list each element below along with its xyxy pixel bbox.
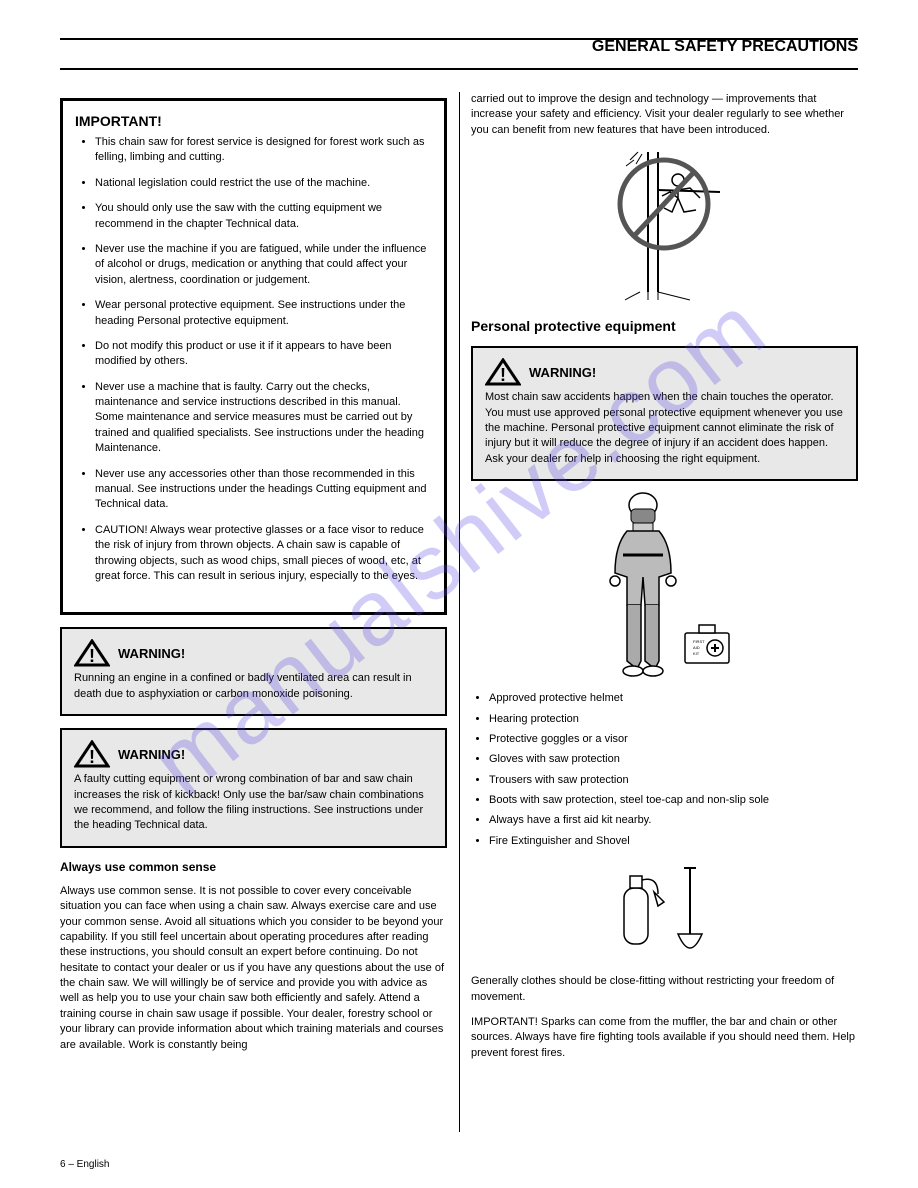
ppe-list: Approved protective helmet Hearing prote… — [471, 691, 858, 849]
list-item: Do not modify this product or use it if … — [95, 339, 432, 370]
warning-text: Running an engine in a confined or badly… — [74, 671, 433, 702]
list-item: CAUTION! Always wear protective glasses … — [95, 523, 432, 585]
ppe-heading: Personal protective equipment — [471, 318, 858, 334]
ppe-important-note: IMPORTANT! Sparks can come from the muff… — [471, 1015, 858, 1061]
page-number: 6 – English — [60, 1159, 109, 1170]
list-item: This chain saw for forest service is des… — [95, 135, 432, 166]
important-heading: IMPORTANT! — [75, 113, 432, 129]
left-column: IMPORTANT! This chain saw for forest ser… — [60, 92, 459, 1132]
list-item: Never use the machine if you are fatigue… — [95, 242, 432, 288]
svg-text:KIT: KIT — [693, 651, 700, 656]
list-item: Gloves with saw protection — [489, 752, 858, 767]
list-item: Never use any accessories other than tho… — [95, 467, 432, 513]
svg-text:!: ! — [89, 747, 95, 767]
warning-label: WARNING! — [118, 747, 185, 762]
warning-triangle-icon: ! — [485, 358, 521, 386]
extinguisher-shovel-icon — [600, 854, 730, 964]
list-item: Protective goggles or a visor — [489, 732, 858, 747]
list-item: Always have a first aid kit nearby. — [489, 813, 858, 828]
header-bottom-rule — [60, 68, 858, 70]
important-list: This chain saw for forest service is des… — [75, 135, 432, 584]
list-item: Boots with saw protection, steel toe-cap… — [489, 793, 858, 808]
warning-text: Most chain saw accidents happen when the… — [485, 390, 844, 467]
common-sense-heading: Always use common sense — [60, 860, 447, 874]
warning-triangle-icon: ! — [74, 639, 110, 667]
warning-box-ppe: ! WARNING! Most chain saw accidents happ… — [471, 346, 858, 481]
list-item: Hearing protection — [489, 712, 858, 727]
svg-text:FIRST: FIRST — [693, 639, 705, 644]
header-top-rule — [60, 38, 858, 40]
right-column: carried out to improve the design and te… — [459, 92, 858, 1132]
columns: IMPORTANT! This chain saw for forest ser… — [60, 92, 858, 1132]
svg-text:AID: AID — [693, 645, 700, 650]
ppe-tail: Generally clothes should be close-fittin… — [471, 974, 858, 1005]
list-item: National legislation could restrict the … — [95, 176, 432, 191]
list-item: Trousers with saw protection — [489, 773, 858, 788]
list-item: Approved protective helmet — [489, 691, 858, 706]
warning-triangle-icon: ! — [74, 740, 110, 768]
warning-label: WARNING! — [529, 365, 596, 380]
important-box: IMPORTANT! This chain saw for forest ser… — [60, 98, 447, 615]
warning-label: WARNING! — [118, 646, 185, 661]
svg-text:!: ! — [500, 365, 506, 385]
list-item: Wear personal protective equipment. See … — [95, 298, 432, 329]
no-tree-climbing-icon — [600, 142, 730, 302]
warning-box-confined: ! WARNING! Running an engine in a confin… — [60, 627, 447, 716]
header: GENERAL SAFETY PRECAUTIONS — [60, 38, 858, 72]
list-item: You should only use the saw with the cut… — [95, 201, 432, 232]
page: GENERAL SAFETY PRECAUTIONS IMPORTANT! Th… — [0, 0, 918, 1188]
list-item: Never use a machine that is faulty. Carr… — [95, 380, 432, 457]
warning-text: A faulty cutting equipment or wrong comb… — [74, 772, 433, 834]
common-sense-paragraph: Always use common sense. It is not possi… — [60, 884, 447, 1053]
intro-continuation: carried out to improve the design and te… — [471, 92, 858, 138]
page-title: GENERAL SAFETY PRECAUTIONS — [60, 38, 858, 56]
svg-text:!: ! — [89, 646, 95, 666]
ppe-person-icon: FIRST AID KIT — [585, 485, 745, 685]
warning-box-cutting: ! WARNING! A faulty cutting equipment or… — [60, 728, 447, 848]
list-item: Fire Extinguisher and Shovel — [489, 834, 858, 849]
